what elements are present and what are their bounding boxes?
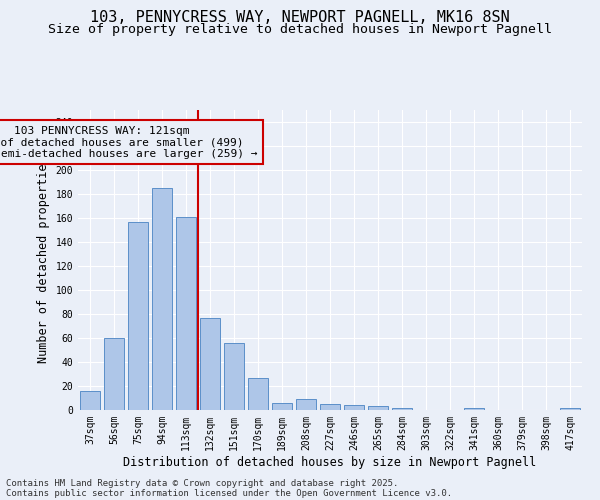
Text: 103 PENNYCRESS WAY: 121sqm
← 66% of detached houses are smaller (499)
34% of sem: 103 PENNYCRESS WAY: 121sqm ← 66% of deta… [0,126,257,159]
Bar [560,408,580,410]
Bar [248,378,268,410]
Bar [296,399,316,410]
Text: Contains HM Land Registry data © Crown copyright and database right 2025.: Contains HM Land Registry data © Crown c… [6,478,398,488]
X-axis label: Distribution of detached houses by size in Newport Pagnell: Distribution of detached houses by size … [124,456,536,468]
Bar [320,404,340,410]
Text: Size of property relative to detached houses in Newport Pagnell: Size of property relative to detached ho… [48,22,552,36]
Bar [464,408,484,410]
Bar [224,343,244,410]
Bar [104,338,124,410]
Y-axis label: Number of detached properties: Number of detached properties [37,156,50,364]
Bar [128,222,148,410]
Bar [368,406,388,410]
Text: Contains public sector information licensed under the Open Government Licence v3: Contains public sector information licen… [6,488,452,498]
Text: 103, PENNYCRESS WAY, NEWPORT PAGNELL, MK16 8SN: 103, PENNYCRESS WAY, NEWPORT PAGNELL, MK… [90,10,510,25]
Bar [200,318,220,410]
Bar [152,188,172,410]
Bar [176,217,196,410]
Bar [272,403,292,410]
Bar [392,408,412,410]
Bar [80,391,100,410]
Bar [344,405,364,410]
